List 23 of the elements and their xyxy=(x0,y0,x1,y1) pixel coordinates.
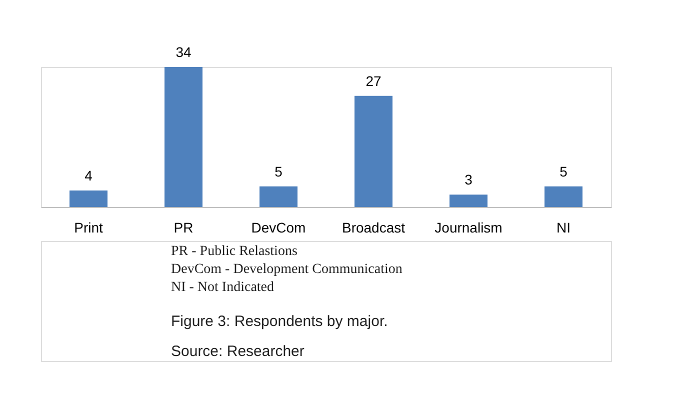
bar xyxy=(450,194,488,207)
x-tick-label: Print xyxy=(74,220,103,236)
x-tick-label: PR xyxy=(174,220,194,236)
x-tick-label: NI xyxy=(556,220,570,236)
x-tick-label: Journalism xyxy=(434,220,502,236)
x-tick-label: Broadcast xyxy=(342,220,406,236)
bar xyxy=(260,186,298,207)
bar xyxy=(70,190,108,207)
bar xyxy=(354,96,392,207)
source-note: Source: Researcher xyxy=(171,343,304,360)
data-label: 27 xyxy=(366,72,382,89)
bar xyxy=(544,186,582,207)
data-label: 3 xyxy=(464,172,473,188)
bar xyxy=(164,67,202,207)
data-label: 5 xyxy=(560,163,568,180)
text: DevCom - Development Communication xyxy=(171,262,402,277)
data-label: 5 xyxy=(274,163,283,180)
data-label: 34 xyxy=(176,44,192,60)
caption: Figure 3: Respondents by major. xyxy=(171,313,388,330)
x-tick-label: DevCom xyxy=(251,220,306,236)
data-label: 4 xyxy=(84,168,93,184)
text: NI - Not Indicated xyxy=(171,280,274,295)
text: PR - Public Relastions xyxy=(171,244,298,259)
